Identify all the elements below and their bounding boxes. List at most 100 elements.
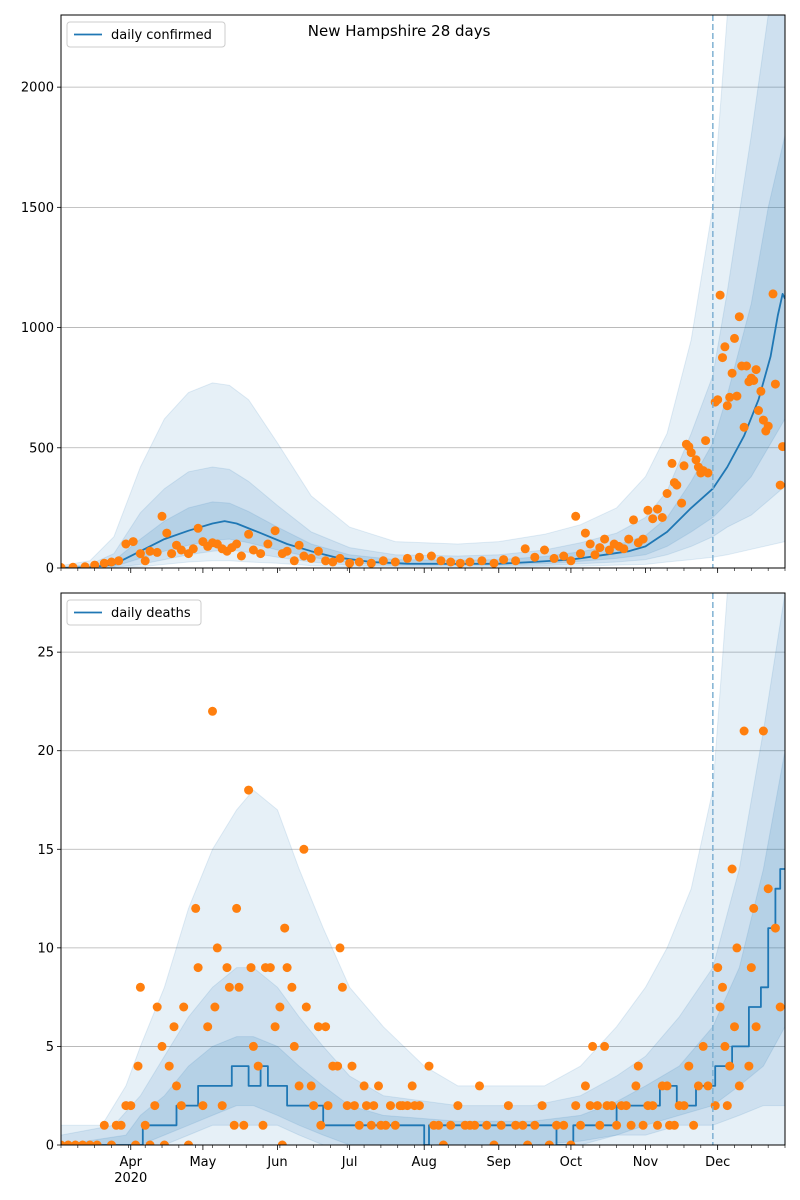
deaths-observation-point [386, 1101, 395, 1111]
deaths-observation-point [275, 1002, 285, 1012]
confirmed-observation-point [236, 551, 246, 561]
deaths-observation-point [253, 1061, 263, 1071]
deaths-observation-point [612, 1120, 622, 1130]
deaths-observation-point [212, 943, 222, 953]
deaths-observation-point [770, 923, 780, 933]
deaths-observation-point [92, 1140, 102, 1145]
confirmed-observation-point [321, 556, 331, 566]
confirmed-observation-point [604, 545, 614, 555]
deaths-observation-point [239, 1120, 249, 1130]
confirmed-observation-point [713, 395, 723, 405]
confirmed-observation-point [657, 513, 667, 522]
confirmed-observation-point [619, 544, 629, 554]
confirmed-observation-point [691, 455, 701, 465]
confirmed-observation-point [299, 551, 309, 561]
confirmed-observation-point [648, 514, 658, 524]
deaths-observation-point [282, 963, 292, 973]
deaths-observation-point [438, 1140, 448, 1145]
confirmed-observation-point [739, 422, 749, 432]
deaths-observation-point [244, 785, 254, 795]
deaths-observation-point [169, 1022, 179, 1032]
deaths-observation-point [126, 1101, 136, 1111]
deaths-observation-point [337, 982, 347, 992]
confirmed-observation-point [751, 365, 761, 375]
deaths-xtick-label: Jul [341, 1155, 358, 1170]
confirmed-observation-point [366, 558, 376, 568]
deaths-observation-point [638, 1120, 648, 1130]
confirmed-observation-point [722, 401, 732, 411]
deaths-observation-point [287, 982, 297, 992]
deaths-observation-point [193, 963, 203, 973]
confirmed-observation-point [294, 540, 304, 550]
deaths-observation-point [662, 1081, 672, 1091]
deaths-observation-point [744, 1061, 754, 1071]
deaths-observation-point [210, 1002, 220, 1012]
confirmed-observation-point [477, 556, 487, 566]
deaths-observation-point [294, 1081, 304, 1091]
confirmed-observation-point [571, 511, 581, 521]
confirmed-observation-point [754, 406, 763, 415]
confirmed-observation-point [256, 549, 266, 559]
confirmed-observation-point [686, 448, 696, 458]
confirmed-observation-point [157, 511, 167, 521]
deaths-observation-point [229, 1120, 239, 1130]
confirmed-observation-point [99, 558, 109, 568]
deaths-observation-point [730, 1022, 739, 1032]
confirmed-observation-point [778, 442, 785, 452]
confirmed-observation-point [677, 498, 687, 508]
deaths-observation-point [289, 1041, 299, 1051]
confirmed-ytick-label: 1000 [21, 321, 54, 336]
confirmed-observation-point [703, 468, 713, 478]
confirmed-observation-point [679, 461, 689, 471]
deaths-xtick-label: Nov [633, 1155, 659, 1170]
deaths-observation-point [715, 1002, 725, 1012]
deaths-observation-point [107, 1140, 116, 1145]
confirmed-observation-point [455, 558, 465, 568]
deaths-observation-point [150, 1101, 160, 1111]
deaths-xtick-label: Jun [266, 1155, 287, 1170]
deaths-observation-point [453, 1101, 463, 1111]
deaths-observation-point [751, 1022, 761, 1032]
confirmed-observation-point [328, 557, 338, 567]
deaths-observation-point [739, 726, 749, 736]
deaths-observation-point [544, 1140, 554, 1145]
confirmed-legend-label: daily confirmed [111, 28, 212, 43]
deaths-observation-point [172, 1081, 181, 1091]
confirmed-observation-point [114, 556, 124, 566]
deaths-observation-point [335, 943, 345, 953]
deaths-observation-point [135, 982, 145, 992]
deaths-observation-point [621, 1101, 631, 1111]
confirmed-observation-point [414, 552, 424, 562]
deaths-observation-point [523, 1140, 533, 1145]
deaths-axes-frame [60, 592, 786, 1146]
confirmed-observation-point [520, 544, 530, 554]
deaths-observation-point [588, 1041, 598, 1051]
confirmed-observation-point [585, 539, 595, 549]
deaths-observation-point [648, 1101, 658, 1111]
deaths-observation-point [222, 963, 232, 973]
confirmed-observation-point [590, 550, 600, 560]
confirmed-observation-point [768, 289, 778, 299]
deaths-observation-point [265, 963, 275, 973]
confirmed-observation-point [756, 386, 766, 396]
deaths-observation-point [600, 1041, 610, 1051]
deaths-observation-point [323, 1101, 333, 1111]
deaths-observation-point [280, 923, 290, 933]
confirmed-axes-frame [60, 14, 786, 569]
deaths-observation-point [381, 1120, 391, 1130]
deaths-observation-point [758, 726, 768, 736]
deaths-observation-point [576, 1120, 585, 1130]
deaths-observation-point [566, 1140, 576, 1145]
confirmed-observation-point [162, 528, 172, 538]
confirmed-observation-point [749, 376, 759, 385]
deaths-observation-point [592, 1101, 602, 1111]
confirmed-observation-point [758, 415, 768, 425]
deaths-observation-point [184, 1140, 193, 1145]
confirmed-observation-point [540, 545, 549, 555]
deaths-observation-point [482, 1120, 492, 1130]
deaths-observation-point [749, 903, 759, 913]
deaths-observation-point [763, 884, 773, 894]
confirmed-observation-point [643, 505, 653, 515]
deaths-observation-point [157, 1041, 167, 1051]
